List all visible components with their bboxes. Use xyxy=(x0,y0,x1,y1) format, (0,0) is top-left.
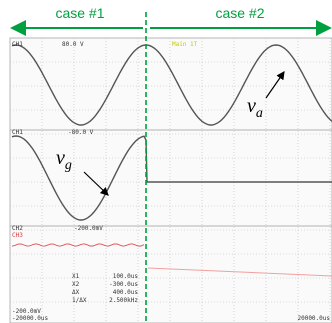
annotation-sub: a xyxy=(256,106,263,121)
case-label: case #2 xyxy=(215,5,264,21)
case-label: case #1 xyxy=(55,5,104,21)
scope-text: -200.0mV xyxy=(12,308,41,315)
cursor-value: 100.0us xyxy=(113,273,139,280)
annotation-symbol: v xyxy=(247,95,256,117)
scope-text: CH1 xyxy=(12,41,23,48)
scope-text: CH3 xyxy=(12,232,23,239)
cursor-value: 400.0us xyxy=(113,289,139,296)
cursor-name: ΔX xyxy=(72,289,80,296)
scope-text: -200.0mV xyxy=(74,225,103,232)
scope-text: -20000.0us xyxy=(12,315,49,322)
cursor-name: X2 xyxy=(72,281,80,288)
cursor-name: X1 xyxy=(72,273,80,280)
scope-text: CH1 xyxy=(12,129,23,136)
cursor-value: -300.0us xyxy=(109,281,138,288)
scope-text: CH2 xyxy=(12,225,23,232)
annotation-sub: g xyxy=(65,158,72,173)
cursor-name: 1/ΔX xyxy=(72,297,87,304)
scope-text: 80.0 V xyxy=(62,41,84,48)
scope-text: 20000.0us xyxy=(297,315,330,322)
figure: case #1 case #2 CH1 80.0 V Main 1T CH1 -… xyxy=(0,0,332,323)
scope-text: Main 1T xyxy=(172,41,198,48)
scope-screen xyxy=(10,38,332,323)
annotation-symbol: v xyxy=(56,147,65,169)
cursor-value: 2.500kHz xyxy=(109,297,138,304)
scope-text: -80.0 V xyxy=(68,129,94,136)
